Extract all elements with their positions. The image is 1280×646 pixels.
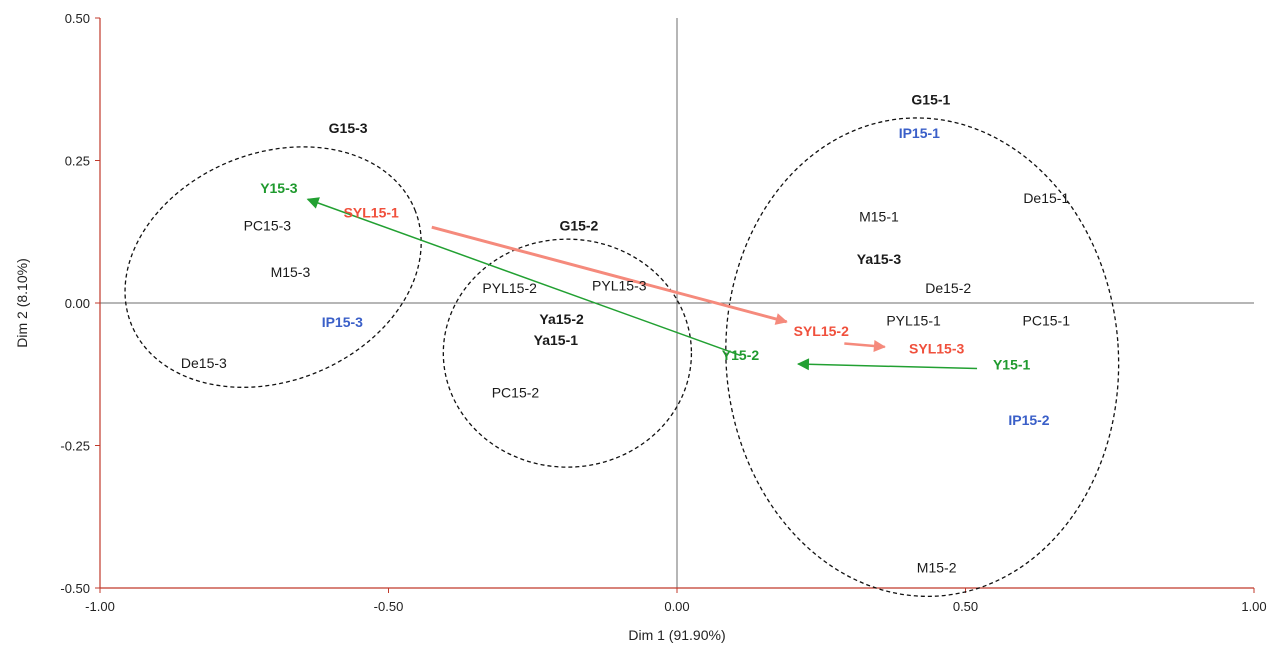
x-tick-label: 0.00	[664, 599, 689, 614]
point-label-de15-1: De15-1	[1023, 190, 1069, 206]
point-label-y15-3: Y15-3	[260, 180, 298, 196]
y-tick-label: -0.50	[60, 581, 90, 596]
point-label-pyl15-2: PYL15-2	[482, 280, 537, 296]
point-label-de15-3: De15-3	[181, 355, 227, 371]
point-label-pyl15-3: PYL15-3	[592, 277, 647, 293]
trajectory-arrow-3	[306, 197, 741, 357]
point-label-ip15-3: IP15-3	[322, 314, 363, 330]
point-label-g15-3: G15-3	[329, 120, 368, 136]
point-label-pc15-1: PC15-1	[1023, 313, 1071, 329]
point-label-ip15-1: IP15-1	[899, 125, 940, 141]
point-label-y15-1: Y15-1	[993, 357, 1031, 373]
x-axis-title: Dim 1 (91.90%)	[628, 627, 725, 643]
trajectory-arrow-4	[796, 358, 978, 371]
trajectory-arrow-2	[844, 340, 886, 352]
group-ellipse-g15-2	[442, 238, 693, 468]
group-ellipse-g15-1	[725, 117, 1120, 598]
point-label-m15-3: M15-3	[271, 264, 311, 280]
y-tick-label: 0.00	[65, 296, 90, 311]
point-label-m15-1: M15-1	[859, 208, 899, 224]
point-label-pc15-2: PC15-2	[492, 384, 540, 400]
point-label-ya15-3: Ya15-3	[857, 251, 902, 267]
y-axis-title: Dim 2 (8.10%)	[14, 258, 30, 347]
point-label-pyl15-1: PYL15-1	[886, 313, 941, 329]
point-label-ya15-1: Ya15-1	[534, 332, 579, 348]
point-label-syl15-1: SYL15-1	[344, 204, 399, 220]
point-label-m15-2: M15-2	[917, 559, 957, 575]
trajectory-arrow-1	[431, 225, 788, 325]
y-tick-label: 0.50	[65, 11, 90, 26]
point-label-y15-2: Y15-2	[722, 347, 760, 363]
point-label-ya15-2: Ya15-2	[539, 311, 584, 327]
x-tick-label: -1.00	[85, 599, 115, 614]
point-label-pc15-3: PC15-3	[244, 217, 292, 233]
point-label-de15-2: De15-2	[925, 280, 971, 296]
point-label-syl15-3: SYL15-3	[909, 341, 964, 357]
point-label-g15-2: G15-2	[559, 217, 598, 233]
y-tick-label: 0.25	[65, 154, 90, 169]
point-label-ip15-2: IP15-2	[1008, 412, 1049, 428]
x-tick-label: -0.50	[374, 599, 404, 614]
x-tick-label: 0.50	[953, 599, 978, 614]
point-label-g15-1: G15-1	[911, 92, 950, 108]
point-label-syl15-2: SYL15-2	[794, 323, 849, 339]
x-tick-label: 1.00	[1241, 599, 1266, 614]
y-tick-label: -0.25	[60, 439, 90, 454]
group-ellipse-g15-3	[124, 146, 422, 388]
